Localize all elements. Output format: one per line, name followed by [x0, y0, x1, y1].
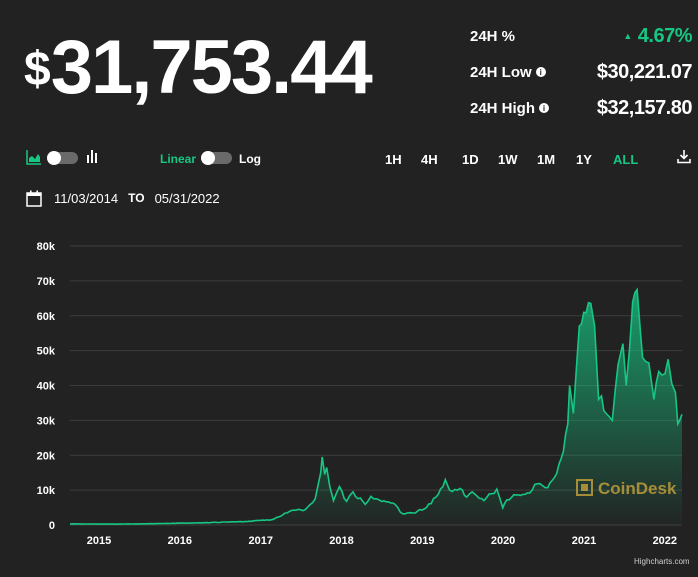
- x-tick-label: 2020: [491, 535, 515, 547]
- x-tick-label: 2016: [168, 535, 192, 547]
- x-tick-label: 2019: [410, 535, 434, 547]
- range-1h-button[interactable]: 1H: [385, 152, 402, 167]
- range-1m-button[interactable]: 1M: [537, 152, 556, 167]
- change-label: 24H %: [470, 27, 516, 45]
- x-tick-label: 2015: [87, 535, 111, 547]
- price-area: [70, 289, 682, 525]
- highcharts-credit[interactable]: Highcharts.com: [634, 557, 690, 566]
- scale-toggle[interactable]: [201, 151, 232, 165]
- y-tick-label: 30k: [37, 415, 56, 427]
- triangle-up-icon: ▲: [623, 31, 632, 41]
- price-chart[interactable]: 0 10k 20k 30k 40k 50k 60k 70k 80k 2015 2016 2017 20…: [0, 230, 698, 577]
- price-value: 31,753.44: [50, 25, 373, 110]
- calendar-icon[interactable]: [26, 190, 42, 207]
- area-chart-icon[interactable]: [26, 149, 42, 165]
- high-value: $32,157.80: [596, 96, 693, 119]
- date-from[interactable]: 11/03/2014: [54, 190, 119, 206]
- x-tick-label: 2017: [249, 535, 273, 547]
- change-row: 24H % ▲ 4.67%: [470, 18, 693, 54]
- x-tick-label: 2022: [653, 535, 677, 547]
- low-label: 24H Low: [470, 63, 532, 81]
- x-tick-label: 2018: [329, 535, 353, 547]
- y-tick-label: 80k: [37, 241, 56, 253]
- range-1w-button[interactable]: 1W: [498, 152, 518, 167]
- y-tick-label: 20k: [37, 450, 56, 462]
- high-label: 24H High: [470, 99, 536, 117]
- stats-panel: 24H % ▲ 4.67% 24H Low i $30,221.07 24H H…: [470, 18, 693, 126]
- change-value-wrap: ▲ 4.67%: [623, 25, 692, 48]
- download-icon[interactable]: [677, 149, 691, 164]
- price-line: [70, 287, 683, 526]
- y-tick-label: 0: [49, 520, 55, 532]
- range-all-button[interactable]: ALL: [613, 152, 639, 167]
- bar-chart-icon[interactable]: [86, 149, 98, 163]
- info-icon[interactable]: i: [535, 67, 546, 77]
- y-tick-label: 40k: [37, 381, 56, 393]
- chart-type-toggle[interactable]: [47, 151, 78, 165]
- range-1d-button[interactable]: 1D: [462, 152, 479, 167]
- watermark-text: CoinDesk: [598, 479, 677, 498]
- range-1y-button[interactable]: 1Y: [576, 152, 592, 167]
- range-4h-button[interactable]: 4H: [421, 152, 438, 167]
- date-range: 11/03/2014 TO 05/31/2022: [26, 188, 220, 208]
- y-tick-label: 70k: [37, 276, 56, 288]
- current-price: $ 31,753.44: [24, 25, 373, 110]
- date-to[interactable]: 05/31/2022: [154, 190, 220, 206]
- scale-linear-label[interactable]: Linear: [160, 152, 197, 166]
- chart-controls: Linear Log 1H 4H 1D 1W 1M 1Y ALL: [26, 149, 694, 171]
- high-row: 24H High i $32,157.80: [470, 90, 693, 126]
- info-icon[interactable]: i: [539, 103, 550, 113]
- date-separator: TO: [128, 191, 145, 205]
- x-tick-label: 2021: [572, 535, 596, 547]
- change-value: 4.67%: [637, 24, 693, 47]
- currency-symbol: $: [24, 43, 51, 96]
- low-row: 24H Low i $30,221.07: [470, 54, 693, 90]
- y-tick-label: 60k: [37, 311, 56, 323]
- coindesk-watermark: CoinDesk: [576, 479, 677, 498]
- y-tick-label: 50k: [37, 346, 56, 358]
- low-label-wrap: 24H Low i: [470, 64, 546, 81]
- scale-log-label[interactable]: Log: [239, 152, 261, 166]
- high-label-wrap: 24H High i: [470, 99, 550, 117]
- low-value: $30,221.07: [596, 60, 693, 83]
- y-tick-label: 10k: [37, 485, 56, 497]
